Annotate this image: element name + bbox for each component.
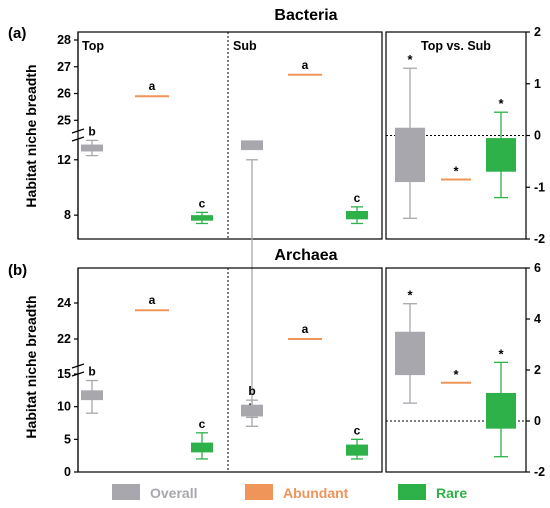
significance-letter: c bbox=[199, 417, 206, 431]
y-tick-label: 0 bbox=[64, 465, 71, 479]
panel-b-axis-break-mark bbox=[71, 363, 85, 369]
diff-y-tick-label: -1 bbox=[534, 180, 545, 194]
legend-swatch-rare bbox=[398, 484, 426, 500]
panel-a: Bacteria (a) Habitat niche breadth Top S… bbox=[8, 7, 545, 419]
panel-b-title: Archaea bbox=[274, 247, 337, 264]
significance-letter: a bbox=[149, 293, 156, 307]
legend-swatch-overall bbox=[112, 484, 140, 500]
overall-diff-box bbox=[395, 331, 425, 376]
significance-letter: c bbox=[354, 423, 361, 437]
legend-label-rare: Rare bbox=[436, 485, 467, 501]
overall-box bbox=[81, 144, 103, 152]
y-tick-label: 15 bbox=[57, 367, 71, 381]
significance-letter: b bbox=[88, 124, 95, 138]
y-tick-label: 25 bbox=[57, 113, 71, 127]
diff-y-tick-label: 2 bbox=[534, 363, 541, 377]
panel-b-diff-plot: -2 0 2 4 6 * * * bbox=[386, 261, 545, 479]
significance-letter: c bbox=[354, 191, 361, 205]
panel-a-y-axis: 8 12 25 26 27 28 bbox=[57, 32, 85, 239]
significance-star: * bbox=[407, 288, 413, 303]
panel-a-sub-label-sub: Sub bbox=[233, 39, 257, 53]
y-tick-label: 28 bbox=[57, 33, 71, 47]
panel-b-plot: b a c b a c bbox=[81, 293, 368, 460]
diff-y-tick-label: 4 bbox=[534, 312, 541, 326]
y-tick-label: 27 bbox=[57, 60, 71, 74]
panel-b-main-frame bbox=[77, 267, 383, 473]
panel-a-title: Bacteria bbox=[274, 7, 337, 24]
panel-b-y-axis: 0 5 10 15 22 24 bbox=[57, 268, 85, 479]
panel-a-ylabel: Habitat niche breadth bbox=[23, 64, 39, 207]
diff-y-tick-label: -2 bbox=[534, 232, 545, 246]
panel-a-diff-label: Top vs. Sub bbox=[421, 39, 491, 53]
diff-y-tick-label: -2 bbox=[534, 465, 545, 479]
panel-a-letter: (a) bbox=[8, 25, 26, 42]
rare-box bbox=[191, 215, 213, 221]
diff-y-tick-label: 0 bbox=[534, 129, 541, 143]
significance-letter: c bbox=[199, 196, 206, 210]
diff-y-tick-label: 0 bbox=[534, 414, 541, 428]
y-tick-label: 8 bbox=[64, 208, 71, 222]
panel-b-ylabel: Habitat niche breadth bbox=[23, 295, 39, 438]
significance-letter: b bbox=[248, 384, 255, 398]
diff-y-tick-label: 2 bbox=[534, 25, 541, 39]
legend: Overall Abundant Rare bbox=[112, 484, 467, 501]
rare-diff-box bbox=[486, 392, 516, 429]
significance-letter: a bbox=[302, 58, 309, 72]
significance-letter: a bbox=[302, 322, 309, 336]
y-tick-label: 24 bbox=[57, 296, 71, 310]
legend-swatch-abundant bbox=[245, 484, 273, 500]
diff-y-tick-label: 6 bbox=[534, 261, 541, 275]
panel-b-letter: (b) bbox=[8, 262, 27, 279]
legend-label-abundant: Abundant bbox=[283, 485, 349, 501]
overall-box bbox=[241, 140, 263, 151]
diff-y-tick-label: 1 bbox=[534, 77, 541, 91]
significance-star: * bbox=[498, 346, 504, 361]
significance-star: * bbox=[407, 52, 413, 67]
overall-box bbox=[81, 390, 103, 401]
rare-box bbox=[346, 444, 368, 456]
rare-box bbox=[346, 211, 368, 220]
y-tick-label: 12 bbox=[57, 153, 71, 167]
y-tick-label: 5 bbox=[64, 432, 71, 446]
significance-star: * bbox=[453, 367, 459, 382]
panel-a-main-frame bbox=[77, 31, 383, 240]
rare-box bbox=[191, 442, 213, 453]
rare-diff-box bbox=[486, 138, 516, 172]
panel-a-diff-plot: -2 -1 0 1 2 * * * bbox=[386, 25, 545, 246]
panel-b: Archaea (b) Habitat niche breadth 0 5 10 15… bbox=[8, 247, 545, 479]
panel-a-sub-label-top: Top bbox=[82, 39, 104, 53]
panel-a-plot: b a c b a c bbox=[81, 58, 368, 419]
y-tick-label: 22 bbox=[57, 332, 71, 346]
overall-diff-box bbox=[395, 127, 425, 183]
legend-label-overall: Overall bbox=[150, 485, 197, 501]
panel-a-axis-break-mark bbox=[71, 136, 85, 142]
y-tick-label: 10 bbox=[57, 400, 71, 414]
y-tick-label: 26 bbox=[57, 87, 71, 101]
significance-letter: a bbox=[149, 79, 156, 93]
significance-star: * bbox=[453, 163, 459, 178]
overall-box bbox=[241, 404, 263, 417]
panel-a-axis-break-mark bbox=[71, 128, 85, 134]
significance-star: * bbox=[498, 96, 504, 111]
significance-letter: b bbox=[88, 365, 95, 379]
